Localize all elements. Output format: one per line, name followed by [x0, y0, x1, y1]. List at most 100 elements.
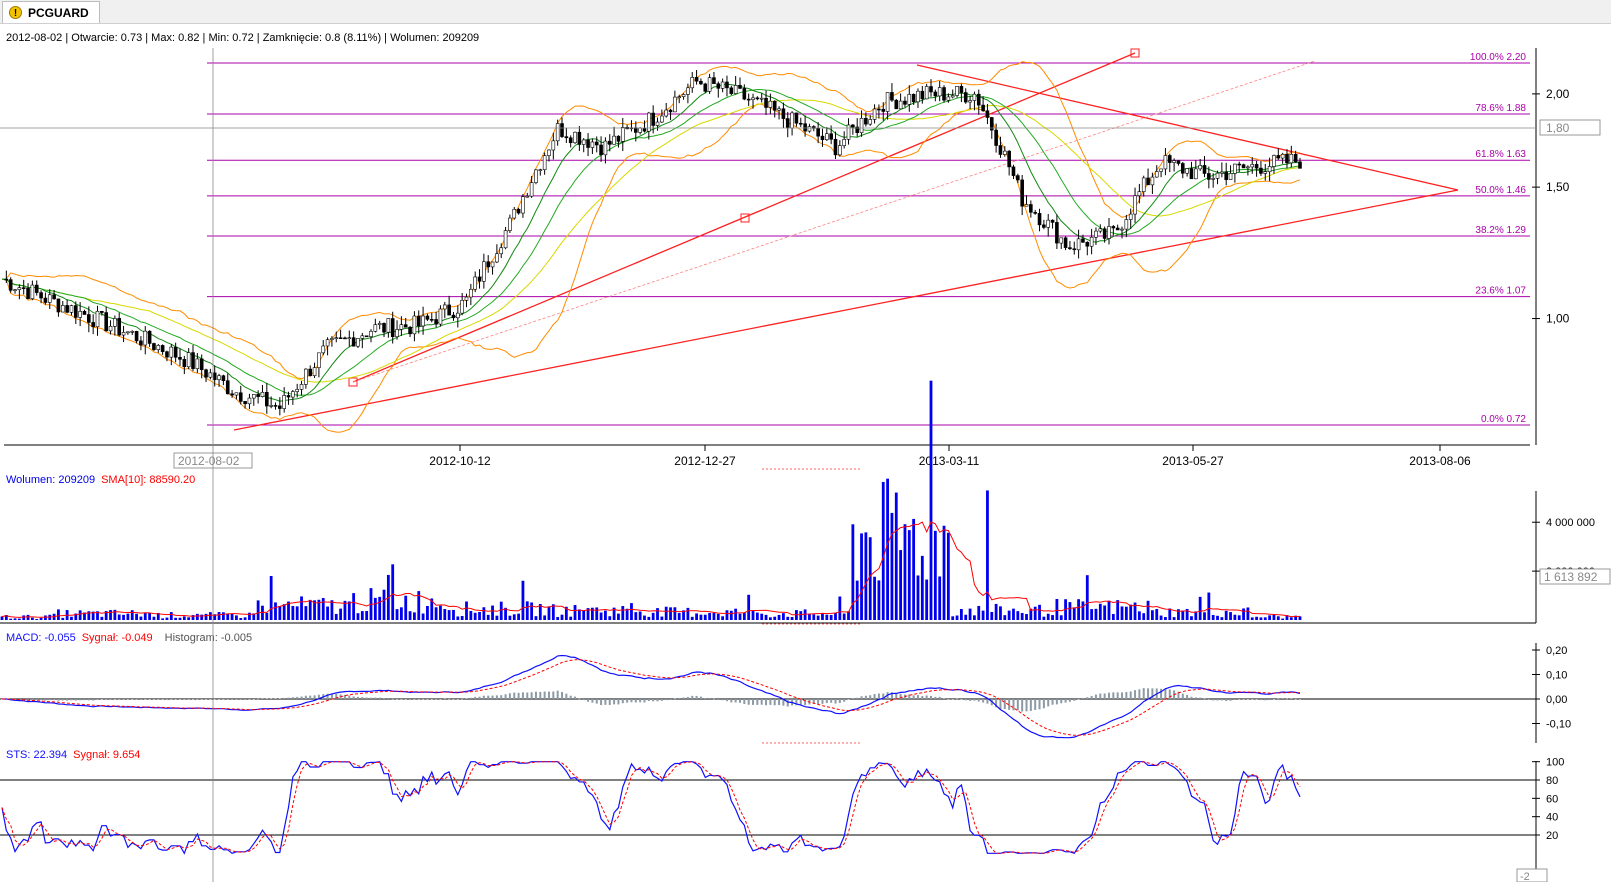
info-close: Zamknięcie: 0.8 (8.11%)	[263, 32, 381, 44]
trend-lines[interactable]	[233, 48, 1459, 431]
legend-histogram: Histogram: -0.005	[165, 632, 252, 644]
volume-bar	[304, 606, 308, 620]
candle-body	[1163, 155, 1168, 170]
trend-line-fan[interactable]	[352, 52, 1136, 383]
fib-label: 78.6% 1.88	[1475, 103, 1526, 114]
candle-body	[807, 126, 812, 132]
candle-body	[30, 284, 35, 300]
tab-pcguard[interactable]: ! PCGUARD	[2, 1, 100, 23]
candle-body	[538, 169, 543, 171]
histogram-bar	[465, 698, 468, 699]
histogram-bar	[1094, 694, 1097, 699]
trend-handle-start[interactable]	[348, 377, 358, 387]
volume-bar	[109, 610, 112, 620]
trend-line-upper[interactable]	[916, 64, 1459, 191]
histogram-bar	[170, 699, 173, 700]
histogram-bar	[79, 699, 82, 701]
info-open: Otwarcie: 0.73	[71, 32, 142, 44]
volume-bar	[530, 602, 534, 620]
candle-body	[204, 369, 208, 378]
histogram-bar	[621, 699, 624, 704]
volume-bar	[669, 607, 672, 620]
candle-body	[447, 304, 451, 316]
trend-line-lower[interactable]	[233, 189, 1459, 431]
histogram-bar	[626, 699, 629, 703]
volume-bar	[551, 604, 555, 620]
histogram-bar	[877, 693, 880, 699]
volume-bar	[395, 609, 399, 620]
volume-bar	[122, 614, 125, 620]
volume-bar	[274, 602, 277, 620]
histogram-bar	[860, 696, 863, 699]
histogram-bar	[890, 692, 893, 699]
candle-body	[768, 100, 773, 108]
volume-bar	[174, 617, 178, 620]
volume-bar	[808, 613, 811, 620]
candle-body	[725, 81, 729, 89]
trend-handle-end[interactable]	[1130, 48, 1140, 58]
histogram-bar	[795, 699, 798, 706]
candle-body	[785, 118, 790, 129]
histogram-bar	[148, 699, 151, 700]
macd-tick-label: 0,20	[1546, 645, 1567, 657]
volume-bar	[117, 614, 121, 620]
volume-panel[interactable]: Wolumen: 209209 SMA[10]: 88590.20 4 000 0…	[0, 380, 1611, 625]
histogram-bar	[1203, 698, 1206, 700]
candle-body	[1076, 238, 1081, 251]
volume-bar	[1111, 613, 1115, 620]
histogram-bar	[369, 697, 372, 699]
candle-body	[712, 77, 716, 84]
ma-long	[1, 99, 1301, 383]
histogram-bar	[105, 699, 108, 700]
histogram-bar	[1225, 699, 1228, 701]
macd-panel[interactable]: MACD: -0.055 Sygnał: -0.049 Histogram: -0.…	[0, 632, 1571, 744]
histogram-bar	[973, 699, 976, 701]
histogram-bar	[600, 699, 603, 706]
histogram-bar	[1134, 690, 1137, 699]
candle-body	[17, 287, 22, 290]
price-panel[interactable]: 2,00 1,50 1,00 100.0% 2.20 78.6% 1.88 61.8% …	[0, 48, 1601, 470]
sts-panel[interactable]: STS: 22.394 Sygnał: 9.654 100 80 60 40 20 -2	[0, 749, 1564, 882]
candle-body	[1250, 164, 1255, 168]
candle-body	[256, 394, 260, 397]
candle-body	[1154, 171, 1159, 178]
candle-body	[260, 392, 265, 397]
candle-body	[456, 312, 460, 319]
volume-bar	[195, 613, 199, 620]
candle-body	[304, 368, 308, 385]
volume-bar	[1120, 606, 1124, 620]
volume-bar	[130, 610, 134, 620]
histogram-bar	[326, 693, 329, 699]
volume-bar	[734, 608, 738, 620]
volume-bar	[57, 609, 60, 620]
sts-signal-line	[1, 761, 1301, 854]
chart-area[interactable]: 2012-08-02 | Otwarcie: 0.73 | Max: 0.82 …	[0, 23, 1611, 882]
candle-body	[603, 140, 608, 156]
candle-body	[113, 318, 117, 327]
candle-body	[872, 108, 877, 120]
candle-body	[942, 87, 946, 101]
histogram-bar	[869, 695, 872, 699]
volume-bar	[955, 615, 959, 620]
candle-body	[269, 405, 273, 407]
candle-body	[403, 324, 408, 328]
trend-handle-mid[interactable]	[740, 213, 750, 223]
candle-body	[1298, 161, 1302, 169]
price-tick-label: 1,00	[1546, 312, 1570, 326]
histogram-bar	[799, 699, 802, 705]
candle-body	[777, 108, 781, 111]
candle-body	[1137, 191, 1142, 197]
fib-label: 38.2% 1.29	[1475, 225, 1526, 236]
volume-bar	[1177, 609, 1180, 620]
histogram-bar	[1290, 698, 1293, 699]
histogram-bar	[504, 694, 507, 699]
candle-body	[1185, 168, 1189, 174]
histogram-bar	[61, 699, 64, 701]
fibonacci-lines[interactable]	[207, 62, 1530, 426]
candle-body	[903, 100, 907, 105]
histogram-bar	[1147, 688, 1150, 699]
candle-body	[1285, 153, 1289, 164]
histogram-bar	[309, 695, 312, 699]
candle-body	[573, 131, 577, 144]
histogram-bar	[1138, 689, 1141, 699]
